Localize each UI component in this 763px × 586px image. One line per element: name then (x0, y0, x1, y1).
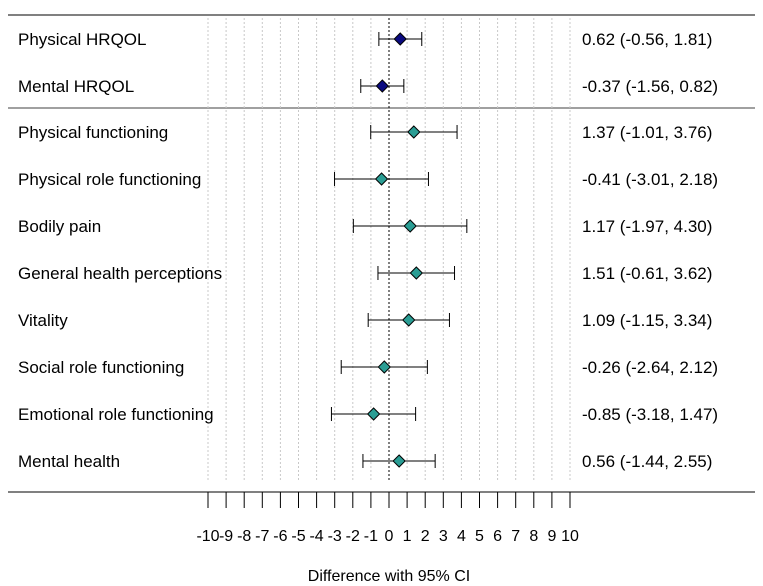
row-label: Physical functioning (18, 123, 168, 142)
row-label: Bodily pain (18, 217, 101, 236)
ci-text: 1.37 (-1.01, 3.76) (582, 123, 712, 142)
ci-text: 1.17 (-1.97, 4.30) (582, 217, 712, 236)
estimate-diamond (393, 32, 407, 46)
ci-text: -0.26 (-2.64, 2.12) (582, 358, 718, 377)
x-tick-label: 8 (529, 528, 538, 545)
x-tick-label: 7 (511, 528, 520, 545)
estimate-diamond (377, 360, 392, 374)
x-tick-label: 6 (493, 528, 502, 545)
x-tick-label: 5 (475, 528, 484, 545)
x-tick-label: -10 (196, 528, 219, 545)
estimate-diamond (366, 407, 381, 421)
estimate-diamond (374, 172, 389, 186)
row-label: Physical role functioning (18, 170, 201, 189)
ci-text: -0.85 (-3.18, 1.47) (582, 405, 718, 424)
x-tick-label: 0 (385, 528, 394, 545)
forest-row: Emotional role functioning -0.85 (-3.18, … (18, 405, 718, 424)
x-tick-label: 1 (403, 528, 412, 545)
vertical-gridlines (207, 18, 571, 482)
estimate-diamond (392, 454, 406, 468)
row-label: Physical HRQOL (18, 30, 146, 49)
x-tick-label: 4 (457, 528, 466, 545)
row-label: General health perceptions (18, 264, 222, 283)
x-tick-label: -1 (364, 528, 378, 545)
ci-text: 0.56 (-1.44, 2.55) (582, 452, 712, 471)
forest-rows: Physical HRQOL 0.62 (-0.56, 1.81) Mental H… (18, 30, 718, 471)
x-axis-title: Difference with 95% CI (308, 568, 470, 585)
row-label: Mental health (18, 452, 120, 471)
ci-text: 0.62 (-0.56, 1.81) (582, 30, 712, 49)
forest-row: Physical HRQOL 0.62 (-0.56, 1.81) (18, 30, 712, 49)
x-tick-label: -5 (291, 528, 305, 545)
ci-text: -0.37 (-1.56, 0.82) (582, 77, 718, 96)
ci-text: 1.09 (-1.15, 3.34) (582, 311, 712, 330)
row-label: Emotional role functioning (18, 405, 214, 424)
x-tick-label: -2 (346, 528, 360, 545)
x-tick-label: -7 (255, 528, 269, 545)
forest-row: General health perceptions 1.51 (-0.61, 3… (18, 264, 712, 283)
estimate-diamond (407, 125, 421, 139)
row-label: Social role functioning (18, 358, 184, 377)
row-label: Mental HRQOL (18, 77, 134, 96)
forest-row: Vitality 1.09 (-1.15, 3.34) (18, 311, 712, 330)
x-axis: -10 -9 -8 -7 -6 -5 -4 -3 -2 -1 0 1 2 3 4 5 6 7 8 9 10 (196, 492, 579, 545)
x-tick-label: -8 (237, 528, 251, 545)
estimate-diamond (375, 79, 390, 93)
forest-row: Physical functioning 1.37 (-1.01, 3.76) (18, 123, 712, 142)
forest-row: Physical role functioning -0.41 (-3.01, 2… (18, 170, 718, 189)
forest-row: Mental HRQOL -0.37 (-1.56, 0.82) (18, 77, 718, 96)
forest-row: Social role functioning -0.26 (-2.64, 2.1… (18, 358, 718, 377)
ci-text: -0.41 (-3.01, 2.18) (582, 170, 718, 189)
x-tick-label: 3 (439, 528, 448, 545)
estimate-diamond (403, 219, 417, 233)
forest-row: Bodily pain 1.17 (-1.97, 4.30) (18, 217, 712, 236)
estimate-diamond (409, 266, 424, 280)
x-tick-label: -9 (219, 528, 233, 545)
x-tick-label: 9 (547, 528, 556, 545)
ci-text: 1.51 (-0.61, 3.62) (582, 264, 712, 283)
x-tick-label: -3 (328, 528, 342, 545)
row-label: Vitality (18, 311, 68, 330)
x-tick-label: 10 (561, 528, 579, 545)
x-tick-label: -4 (309, 528, 323, 545)
forest-row: Mental health 0.56 (-1.44, 2.55) (18, 452, 712, 471)
x-tick-label: 2 (421, 528, 430, 545)
estimate-diamond (402, 313, 416, 327)
x-tick-label: -6 (273, 528, 287, 545)
